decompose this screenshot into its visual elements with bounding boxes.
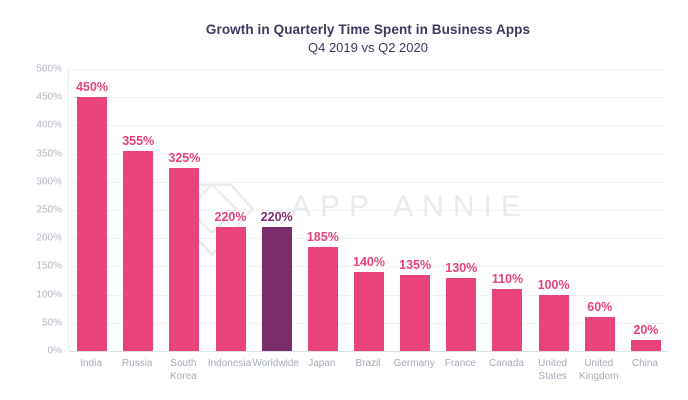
bar-india — [77, 97, 108, 351]
y-tick-label: 300% — [36, 176, 62, 188]
bar-south-korea — [169, 167, 200, 351]
bar-united-states — [538, 294, 569, 351]
bar-value-label: 110% — [491, 271, 524, 286]
bar-indonesia — [215, 226, 246, 351]
bar-united-kingdom — [584, 317, 615, 351]
gridline — [69, 238, 668, 240]
x-tick-label: Russia — [121, 358, 153, 369]
y-tick-label: 350% — [36, 148, 62, 160]
bar-russia — [123, 150, 154, 351]
bar-value-label: 135% — [399, 257, 432, 272]
bar-value-label: 130% — [445, 260, 478, 275]
gridline — [69, 181, 668, 183]
gridline — [69, 351, 668, 352]
bar-value-label: 100% — [537, 277, 570, 292]
bar-value-label: 450% — [76, 80, 109, 95]
watermark-text: APP ANNIE — [291, 190, 530, 223]
y-tick-label: 150% — [36, 260, 62, 272]
bar-value-label: 60% — [587, 300, 613, 315]
gridline — [69, 97, 668, 99]
x-tick-label: Japan — [308, 358, 336, 369]
y-tick-label: 0% — [47, 345, 62, 357]
gridline — [69, 266, 668, 268]
bar-value-label: 220% — [260, 209, 293, 224]
bar-china — [630, 339, 661, 351]
bar-value-label: 20% — [633, 322, 659, 337]
y-tick-label: 200% — [36, 232, 62, 244]
x-tick-label: India — [80, 358, 102, 369]
x-tick-label: France — [444, 358, 476, 369]
bar-germany — [400, 274, 431, 351]
x-tick-label: Germany — [393, 358, 435, 369]
bar-value-label: 140% — [353, 255, 385, 270]
chart-subtitle: Q4 2019 vs Q2 2020 — [308, 40, 428, 55]
gridline — [69, 69, 668, 70]
x-tick-label: Worldwide — [252, 358, 299, 369]
y-tick-label: 250% — [36, 204, 62, 216]
x-tick-label: Indonesia — [207, 358, 252, 369]
bar-brazil — [354, 272, 384, 351]
gridline — [69, 125, 668, 127]
bar-value-label: 185% — [306, 229, 339, 244]
x-tick-label: Brazil — [355, 358, 381, 369]
bar-france — [446, 277, 477, 351]
plot-area: APP ANNIE 450% 355% 325% 220% 220% 185% 140% 13… — [68, 69, 668, 352]
x-tick-label: China — [631, 358, 658, 369]
bar-japan — [307, 246, 338, 351]
y-tick-label: 500% — [36, 63, 62, 75]
x-tick-label: United Kingdom — [579, 358, 619, 382]
y-tick-label: 50% — [41, 317, 62, 329]
gridline — [69, 153, 668, 155]
y-tick-label: 100% — [36, 289, 62, 301]
bar-value-label: 325% — [168, 150, 201, 165]
bar-value-label: 355% — [122, 133, 155, 148]
bar-worldwide — [261, 226, 292, 351]
bar-canada — [492, 288, 523, 351]
chart-title: Growth in Quarterly Time Spent in Busine… — [205, 22, 531, 37]
y-tick-label: 450% — [36, 91, 62, 103]
gridline — [69, 210, 668, 211]
x-tick-label: United States — [538, 358, 568, 382]
x-tick-label: Canada — [488, 358, 524, 369]
y-tick-label: 400% — [36, 119, 62, 131]
x-tick-label: South Korea — [170, 358, 197, 382]
